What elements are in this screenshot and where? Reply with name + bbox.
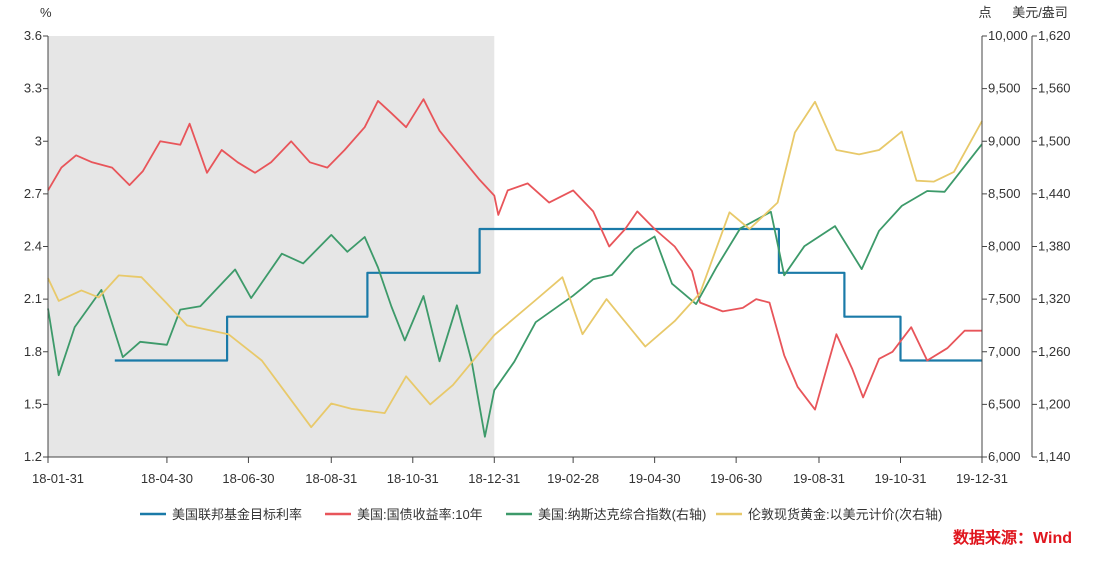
left-axis-tick-label: 2.7 xyxy=(24,186,42,201)
x-axis-tick-label: 19-12-31 xyxy=(956,471,1008,486)
x-axis-tick-label: 19-06-30 xyxy=(710,471,762,486)
series-layer xyxy=(47,98,983,438)
left-axis-title: % xyxy=(40,5,52,20)
left-axis-tick-label: 3 xyxy=(35,133,42,148)
left-axis-tick-label: 1.2 xyxy=(24,449,42,464)
legend: 美国联邦基金目标利率 美国:国债收益率:10年 美国:纳斯达克综合指数(右轴) 伦敦现… xyxy=(140,507,942,522)
right-axis-tick-label: 8,500 xyxy=(988,186,1021,201)
x-axis-tick-label: 19-08-31 xyxy=(793,471,845,486)
x-axis-tick-label: 18-04-30 xyxy=(141,471,193,486)
legend-label-0: 美国联邦基金目标利率 xyxy=(172,507,302,522)
series-line-2 xyxy=(47,143,983,438)
right-axis-tick-label: 8,000 xyxy=(988,239,1021,254)
right2-axis-tick-label: 1,380 xyxy=(1038,239,1071,254)
right2-axis-tick-label: 1,260 xyxy=(1038,344,1071,359)
right2-axis-tick-label: 1,200 xyxy=(1038,396,1071,411)
right2-axis-tick-label: 1,560 xyxy=(1038,81,1071,96)
right2-axis-tick-label: 1,320 xyxy=(1038,291,1071,306)
x-axis-tick-label: 19-10-31 xyxy=(874,471,926,486)
right-axis-tick-label: 9,000 xyxy=(988,133,1021,148)
x-axis-tick-label: 19-02-28 xyxy=(547,471,599,486)
left-axis-tick-label: 2.4 xyxy=(24,239,42,254)
right2-axis-tick-label: 1,620 xyxy=(1038,28,1071,43)
series-line-0 xyxy=(114,227,982,362)
left-axis-tick-label: 3.3 xyxy=(24,81,42,96)
right2-axis-title: 美元/盎司 xyxy=(1012,5,1068,20)
x-axis-tick-label: 18-12-31 xyxy=(468,471,520,486)
right2-axis-tick-label: 1,500 xyxy=(1038,133,1071,148)
data-source: 数据来源：Wind xyxy=(953,528,1072,547)
x-axis-tick-label: 19-04-30 xyxy=(629,471,681,486)
right-axis-tick-label: 9,500 xyxy=(988,81,1021,96)
x-axis-tick-label: 18-08-31 xyxy=(305,471,357,486)
left-axis-tick-label: 1.8 xyxy=(24,344,42,359)
left-axis-tick-label: 1.5 xyxy=(24,396,42,411)
series-line-1 xyxy=(47,98,982,411)
axis-layer: % 点 美元/盎司 1.2 1.5 1.8 2.1 2.4 2.7 3 3.3 3.6 6,000… xyxy=(24,5,1071,486)
legend-label-3: 伦敦现货黄金:以美元计价(次右轴) xyxy=(748,507,942,522)
right-axis-tick-label: 7,000 xyxy=(988,344,1021,359)
right-axis-title: 点 xyxy=(978,5,991,20)
right-axis-tick-label: 10,000 xyxy=(988,28,1028,43)
right-axis-tick-label: 6,000 xyxy=(988,449,1021,464)
legend-label-1: 美国:国债收益率:10年 xyxy=(357,507,483,522)
right2-axis-tick-label: 1,440 xyxy=(1038,186,1071,201)
right2-axis-tick-label: 1,140 xyxy=(1038,449,1071,464)
x-axis-tick-label: 18-01-31 xyxy=(32,471,84,486)
x-axis-tick-label: 18-06-30 xyxy=(222,471,274,486)
left-axis-tick-label: 3.6 xyxy=(24,28,42,43)
x-axis-tick-label: 18-10-31 xyxy=(387,471,439,486)
right-axis-tick-label: 7,500 xyxy=(988,291,1021,306)
shaded-region xyxy=(48,36,495,457)
series-line-3 xyxy=(47,100,983,429)
right-axis-tick-label: 6,500 xyxy=(988,396,1021,411)
legend-label-2: 美国:纳斯达克综合指数(右轴) xyxy=(538,507,706,522)
left-axis-tick-label: 2.1 xyxy=(24,291,42,306)
